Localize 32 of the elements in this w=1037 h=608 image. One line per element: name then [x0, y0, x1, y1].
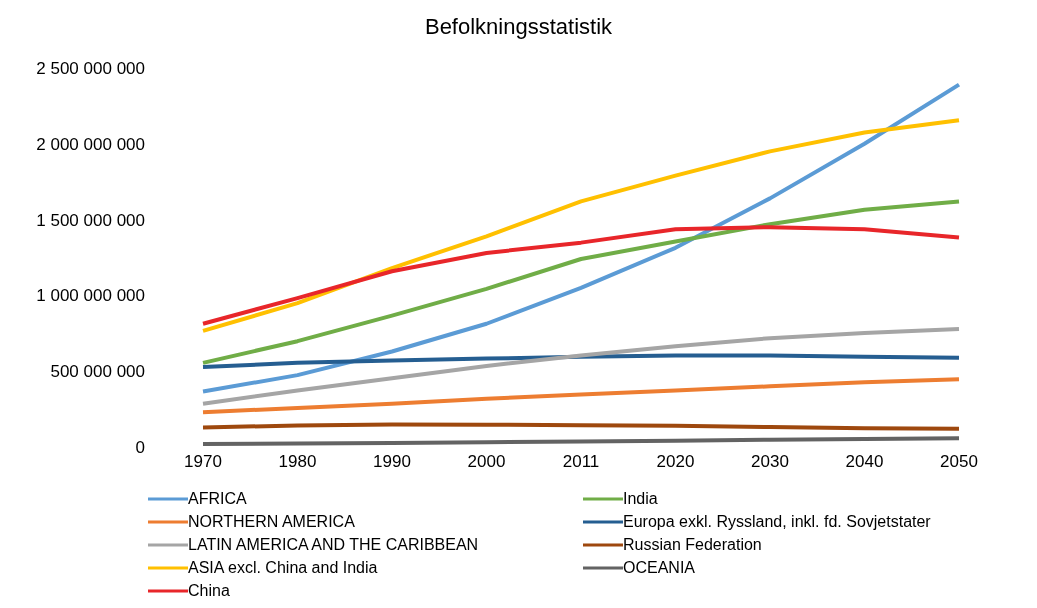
x-tick-label: 2011	[562, 452, 600, 472]
line-series	[201, 199, 961, 365]
legend-label: AFRICA	[188, 489, 247, 508]
line-series	[201, 82, 961, 394]
chart-title: Befolkningsstatistik	[423, 13, 614, 41]
line-series	[201, 326, 961, 406]
x-tick-label: 1990	[373, 452, 411, 472]
x-tick-label: 1970	[184, 452, 222, 472]
y-tick-label: 2 500 000 000	[36, 59, 145, 79]
y-tick-label: 2 000 000 000	[36, 134, 145, 154]
line-series	[201, 353, 961, 369]
legend-label: India	[623, 489, 658, 508]
y-tick-label: 1 000 000 000	[36, 286, 145, 306]
x-tick-label: 2040	[845, 452, 884, 472]
legend-label: Russian Federation	[623, 535, 762, 554]
line-series	[201, 377, 961, 415]
line-series	[201, 225, 961, 326]
legend-label: NORTHERN AMERICA	[188, 512, 355, 531]
y-tick-label: 500 000 000	[50, 362, 145, 382]
legend-label: OCEANIA	[623, 558, 696, 577]
x-tick-label: 1980	[278, 452, 317, 472]
x-tick-label: 2030	[751, 452, 789, 472]
legend-label: China	[188, 581, 230, 600]
x-tick-label: 2050	[940, 452, 978, 472]
legend-label: Europa exkl. Ryssland, inkl. fd. Sovjetstater	[623, 512, 931, 531]
x-tick-label: 2020	[656, 452, 695, 472]
y-tick-label: 1 500 000 000	[36, 210, 145, 230]
y-tick-label: 0	[135, 438, 145, 458]
x-tick-label: 2000	[467, 452, 506, 472]
legend-label: ASIA excl. China and India	[188, 558, 378, 577]
legend-label: LATIN AMERICA AND THE CARIBBEAN	[188, 535, 479, 554]
line-series	[201, 118, 961, 333]
